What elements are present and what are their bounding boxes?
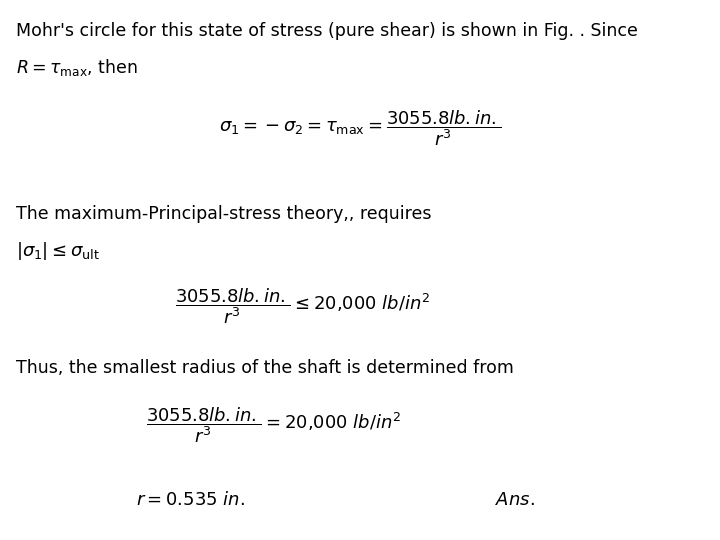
Text: $\sigma_1 = -\sigma_2 = \tau_{\rm max} = \dfrac{3055.8\mathit{lb.in.}}{r^3}$: $\sigma_1 = -\sigma_2 = \tau_{\rm max} =…: [219, 108, 501, 148]
Text: $R = \tau_{\rm max}$, then: $R = \tau_{\rm max}$, then: [16, 57, 138, 78]
Text: The maximum-Principal-stress theory,, requires: The maximum-Principal-stress theory,, re…: [16, 205, 431, 223]
Text: $\mathit{Ans.}$: $\mathit{Ans.}$: [495, 491, 535, 509]
Text: Thus, the smallest radius of the shaft is determined from: Thus, the smallest radius of the shaft i…: [16, 359, 513, 377]
Text: $r = 0.535\ \mathit{in.}$: $r = 0.535\ \mathit{in.}$: [136, 491, 246, 509]
Text: $\dfrac{3055.8\mathit{lb.in.}}{r^3} \leq 20{,}000\ \mathit{lb/in}^2$: $\dfrac{3055.8\mathit{lb.in.}}{r^3} \leq…: [175, 286, 430, 326]
Text: $\dfrac{3055.8\mathit{lb.in.}}{r^3} = 20{,}000\ \mathit{lb/in}^2$: $\dfrac{3055.8\mathit{lb.in.}}{r^3} = 20…: [146, 405, 401, 445]
Text: Mohr's circle for this state of stress (pure shear) is shown in Fig. . Since: Mohr's circle for this state of stress (…: [16, 22, 638, 39]
Text: $|\sigma_1| \leq \sigma_{\rm ult}$: $|\sigma_1| \leq \sigma_{\rm ult}$: [16, 240, 99, 262]
